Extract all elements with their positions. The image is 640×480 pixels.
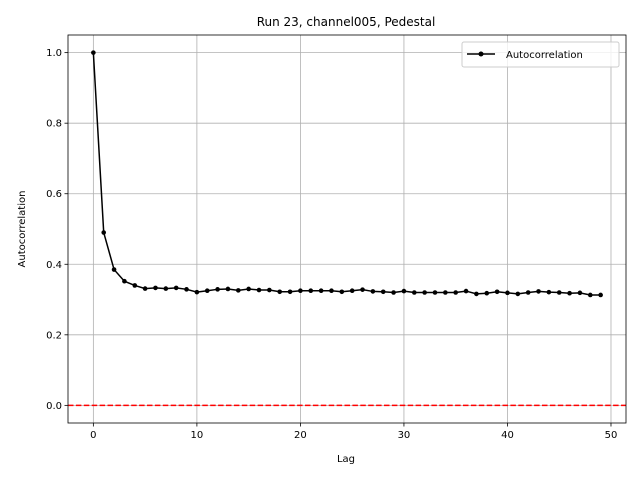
data-point [267,287,272,293]
y-axis-label: Autocorrelation [17,191,28,268]
data-point [163,286,169,291]
data-point [515,291,521,297]
data-point [318,288,324,294]
data-point [401,288,407,294]
data-point [246,286,251,292]
x-axis-label: Lag [337,454,355,465]
data-point [277,289,283,295]
legend-box [461,41,620,68]
y-tick-label: 1.0 [46,48,62,59]
x-tick-label: 40 [501,430,514,441]
data-point [132,283,138,288]
data-point [422,290,427,295]
x-tick-label: 0 [90,430,96,441]
data-point [142,286,148,291]
data-point [411,290,417,295]
data-point [111,267,117,272]
data-point [215,287,220,292]
data-point [235,288,241,293]
data-point [484,290,490,296]
y-tick-label: 0.4 [46,260,62,271]
data-point [546,289,552,295]
series-line [92,52,601,296]
data-point [525,290,531,295]
data-point [308,288,314,294]
data-point [494,289,500,295]
y-ticks: 0.0 0.2 0.4 0.6 0.8 1.0 [46,48,68,412]
data-point [432,290,438,295]
data-point [370,289,376,294]
data-point [349,288,355,294]
data-point [256,287,262,293]
data-point [194,289,200,295]
y-tick-label: 0.2 [46,330,62,341]
data-point [556,290,562,295]
grid [68,35,626,423]
data-point [173,285,179,291]
data-point [567,290,572,296]
data-point [463,288,469,294]
data-point [474,291,479,297]
data-point [577,290,583,296]
data-point [184,287,189,292]
data-point [225,286,231,292]
y-tick-label: 0.8 [46,119,62,130]
series-layer [91,50,603,298]
data-point [91,50,96,55]
legend-label: Autocorrelation [506,50,583,61]
data-point [443,290,448,295]
x-tick-label: 50 [605,430,618,441]
data-point [101,230,107,235]
data-point [587,292,593,298]
data-point [453,290,459,295]
x-tick-label: 20 [294,430,307,441]
data-point [380,289,386,295]
y-tick-label: 0.0 [46,401,62,412]
x-tick-label: 10 [191,430,204,441]
legend-marker-swatch [478,51,484,57]
data-point [329,288,334,294]
plot-frame [67,34,627,424]
data-point [536,289,541,294]
data-point [287,289,293,295]
data-point [122,278,127,284]
data-point [204,288,210,294]
data-point [391,290,396,295]
y-tick-label: 0.6 [46,189,62,200]
legend: Autocorrelation [461,41,620,68]
data-point [339,289,345,295]
data-point [598,292,603,298]
chart-title: Run 23, channel005, Pedestal [257,15,436,29]
data-point [505,290,510,296]
data-point [153,285,158,291]
x-tick-label: 30 [398,430,411,441]
data-point [360,287,365,292]
data-point [298,288,303,294]
x-ticks: 0 10 20 30 40 50 [90,423,617,441]
